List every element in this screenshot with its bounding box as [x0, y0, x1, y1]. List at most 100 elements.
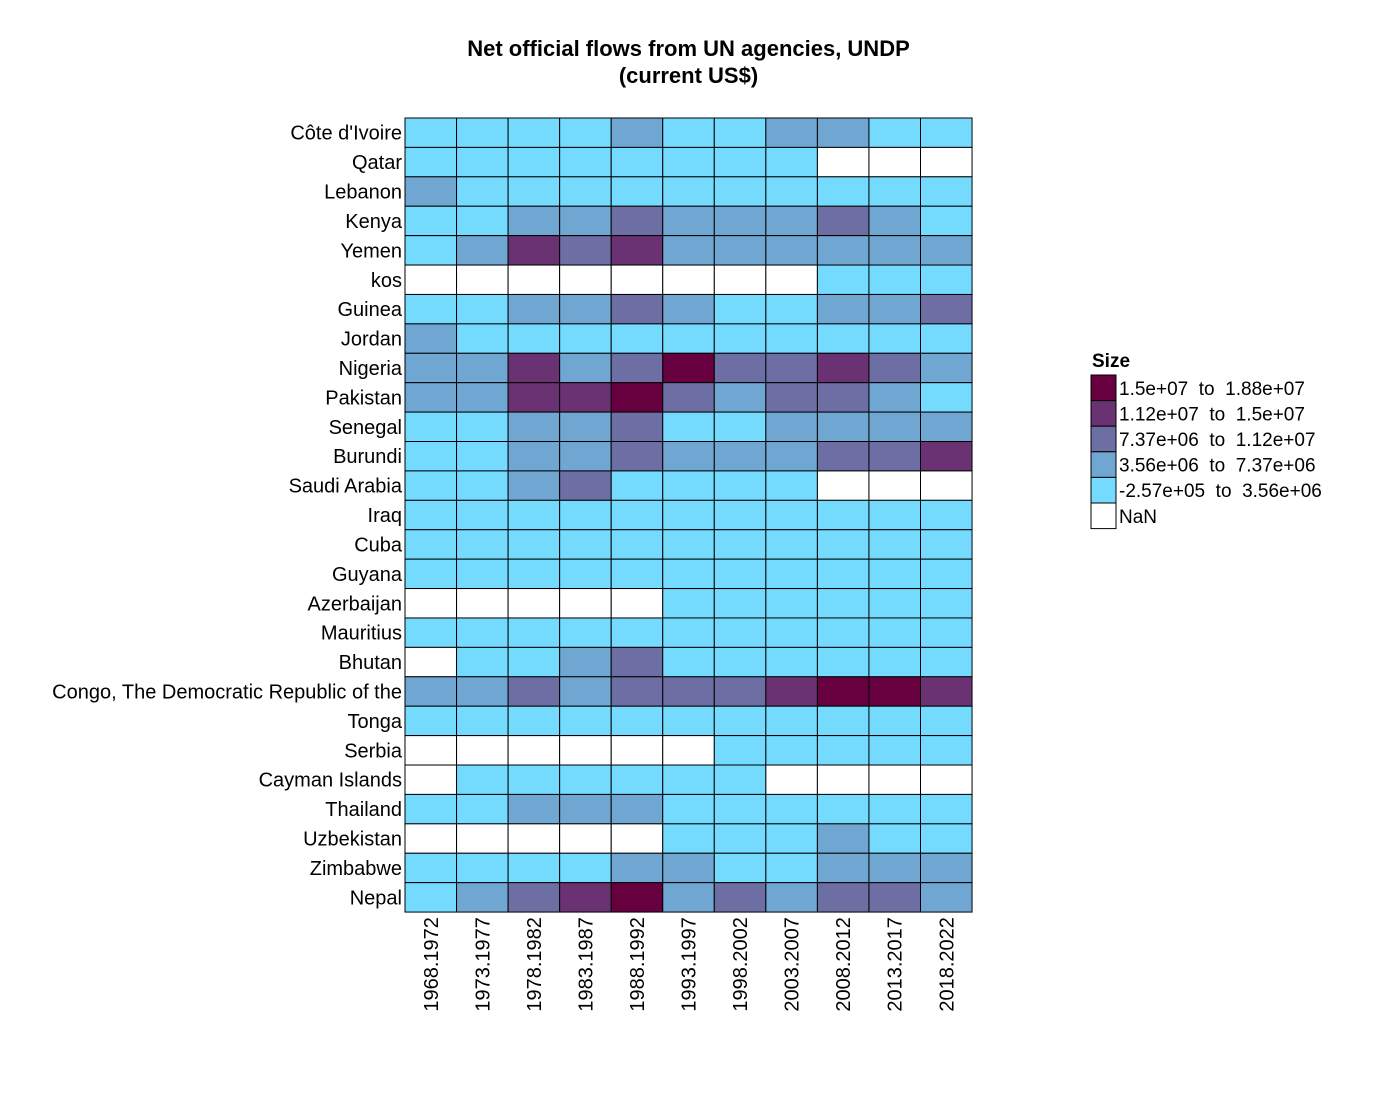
y-tick-label: Iraq: [368, 505, 402, 527]
heatmap-cell: [662, 823, 715, 854]
heatmap-cell: [559, 882, 612, 913]
heatmap-cell: [920, 882, 973, 913]
heatmap-cell: [765, 588, 818, 619]
heatmap-cell: [713, 529, 767, 560]
legend-label: 1.5e+07 to 1.88e+07: [1119, 379, 1305, 400]
heatmap-cell: [868, 499, 922, 531]
heatmap-cell: [507, 588, 561, 619]
heatmap-cell: [404, 352, 458, 384]
heatmap-cell: [920, 235, 973, 266]
y-tick-label: kos: [371, 270, 402, 292]
heatmap-cell: [404, 705, 458, 737]
heatmap-cell: [816, 764, 870, 795]
legend-label: NaN: [1119, 507, 1157, 528]
heatmap-cell: [559, 264, 612, 295]
heatmap-cell: [662, 735, 715, 766]
heatmap-cell: [868, 235, 922, 266]
heatmap-cell: [559, 470, 612, 501]
heatmap-cell: [662, 646, 715, 678]
heatmap-cell: [507, 470, 561, 501]
heatmap-cell: [816, 235, 870, 266]
y-tick-label: Nigeria: [339, 358, 403, 380]
heatmap-cells: [404, 117, 973, 913]
y-tick-label: Guyana: [332, 564, 403, 586]
y-tick-label: Guinea: [338, 299, 403, 321]
heatmap-cell: [404, 411, 458, 443]
heatmap-cell: [507, 293, 561, 325]
heatmap-cell: [507, 146, 561, 178]
heatmap-cell: [507, 617, 561, 648]
heatmap-cell: [868, 470, 922, 501]
heatmap-cell: [765, 411, 818, 443]
heatmap-cell: [404, 176, 458, 207]
heatmap-cell: [559, 558, 612, 590]
y-axis-labels: Côte d'Ivoire Qatar Lebanon Kenya Yemen kos Gu…: [52, 123, 403, 910]
heatmap-cell: [456, 852, 509, 884]
heatmap-cell: [713, 441, 767, 472]
heatmap-cell: [559, 352, 612, 384]
heatmap-cell: [507, 676, 561, 707]
heatmap-cell: [765, 323, 818, 354]
heatmap-cell: [920, 293, 973, 325]
y-tick-label: Cayman Islands: [259, 770, 402, 792]
heatmap-cell: [610, 764, 664, 795]
heatmap-cell: [610, 382, 664, 413]
heatmap-cell: [610, 823, 664, 854]
heatmap-cell: [456, 146, 509, 178]
heatmap-cell: [559, 705, 612, 737]
y-tick-label: Zimbabwe: [310, 858, 402, 880]
heatmap-cell: [610, 441, 664, 472]
heatmap-cell: [713, 382, 767, 413]
heatmap-cell: [662, 617, 715, 648]
heatmap-cell: [610, 852, 664, 884]
heatmap-cell: [456, 882, 509, 913]
heatmap-cell: [765, 146, 818, 178]
heatmap-cell: [456, 588, 509, 619]
heatmap-cell: [507, 764, 561, 795]
heatmap-cell: [559, 793, 612, 825]
heatmap-cell: [456, 705, 509, 737]
heatmap-cell: [456, 646, 509, 678]
y-tick-label: Nepal: [350, 887, 402, 909]
heatmap-cell: [507, 558, 561, 590]
heatmap-cell: [404, 117, 458, 148]
heatmap-cell: [713, 793, 767, 825]
heatmap-cell: [765, 499, 818, 531]
heatmap-cell: [456, 764, 509, 795]
heatmap-cell: [456, 441, 509, 472]
heatmap-cell: [816, 558, 870, 590]
heatmap-cell: [404, 852, 458, 884]
heatmap-cell: [816, 793, 870, 825]
heatmap-cell: [713, 264, 767, 295]
heatmap-cell: [662, 382, 715, 413]
heatmap-cell: [765, 852, 818, 884]
heatmap-cell: [404, 617, 458, 648]
legend-swatch: [1090, 400, 1117, 427]
heatmap-cell: [456, 323, 509, 354]
heatmap-cell: [559, 205, 612, 237]
heatmap-cell: [662, 676, 715, 707]
heatmap-cell: [765, 529, 818, 560]
heatmap-cell: [507, 646, 561, 678]
heatmap-cell: [868, 205, 922, 237]
heatmap-cell: [610, 323, 664, 354]
heatmap-cell: [507, 235, 561, 266]
heatmap-cell: [507, 382, 561, 413]
heatmap-cell: [868, 646, 922, 678]
heatmap-cell: [610, 470, 664, 501]
heatmap-cell: [713, 235, 767, 266]
heatmap-cell: [816, 293, 870, 325]
heatmap-cell: [920, 470, 973, 501]
x-tick-label: 1978.1982: [524, 917, 546, 1012]
heatmap-cell: [507, 411, 561, 443]
heatmap-cell: [559, 646, 612, 678]
heatmap-cell: [920, 793, 973, 825]
heatmap-cell: [610, 499, 664, 531]
heatmap-cell: [765, 617, 818, 648]
heatmap-cell: [765, 176, 818, 207]
heatmap-cell: [404, 823, 458, 854]
legend-label: 1.12e+07 to 1.5e+07: [1119, 404, 1305, 425]
heatmap-cell: [713, 735, 767, 766]
heatmap-cell: [920, 382, 973, 413]
y-tick-label: Bhutan: [339, 652, 402, 674]
